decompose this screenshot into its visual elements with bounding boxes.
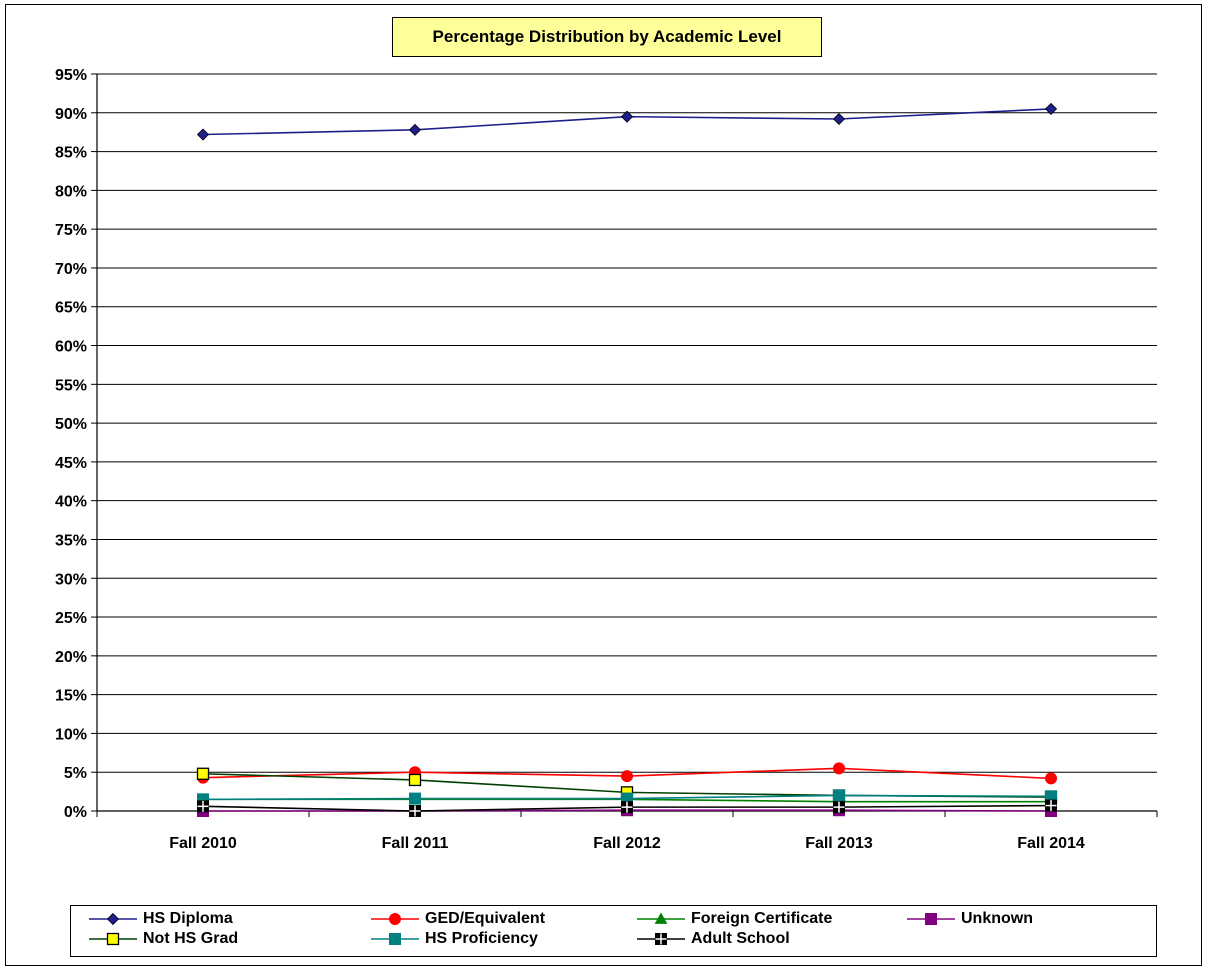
legend-entry: Unknown: [907, 910, 1033, 928]
legend-entry: Not HS Grad: [89, 930, 238, 948]
y-tick-label: 45%: [55, 455, 87, 472]
x-tick-label: Fall 2012: [593, 835, 661, 852]
series-adult-school: [197, 799, 1057, 817]
legend-marker: [106, 932, 120, 946]
series-hs-diploma: [196, 102, 1058, 141]
legend-marker: [106, 912, 120, 926]
y-tick-label: 15%: [55, 688, 87, 705]
y-tick-label: 85%: [55, 145, 87, 162]
y-tick-label: 80%: [55, 183, 87, 200]
series-ged-equivalent: [197, 762, 1057, 785]
chart-title: Percentage Distribution by Academic Leve…: [392, 17, 822, 57]
data-point: [409, 792, 421, 805]
y-tick-label: 35%: [55, 532, 87, 549]
y-tick-label: 10%: [55, 726, 87, 743]
legend-label: Not HS Grad: [143, 930, 239, 947]
y-tick-label: 30%: [55, 571, 87, 588]
legend-entry: HS Proficiency: [371, 930, 538, 948]
legend-label: GED/Equivalent: [425, 910, 546, 927]
chart-legend: HS Diploma GED/Equivalent Foreign Certific…: [70, 905, 1157, 957]
x-tick-label: Fall 2013: [805, 835, 873, 852]
legend-label: Adult School: [691, 930, 790, 947]
legend-entry: GED/Equivalent: [371, 910, 545, 928]
legend-swatch: [907, 913, 955, 925]
data-point: [620, 110, 634, 123]
legend-entry: Foreign Certificate: [637, 910, 832, 928]
legend-label: HS Proficiency: [425, 930, 538, 947]
legend-label: Foreign Certificate: [691, 910, 833, 927]
legend-label: Unknown: [961, 910, 1033, 927]
data-point: [833, 789, 845, 802]
data-point: [832, 112, 846, 126]
legend-label: HS Diploma: [143, 910, 233, 927]
data-point: [408, 123, 422, 136]
data-point: [1044, 102, 1058, 115]
y-tick-label: 70%: [55, 261, 87, 278]
y-tick-label: 90%: [55, 106, 87, 123]
y-tick-label: 5%: [64, 765, 87, 782]
y-tick-label: 95%: [55, 67, 87, 84]
legend-swatch: [89, 912, 137, 926]
data-point: [1045, 772, 1057, 785]
legend-marker: [925, 913, 937, 925]
legend-swatch: [371, 933, 419, 945]
data-point: [408, 773, 422, 787]
legend-marker: [654, 912, 668, 924]
y-tick-label: 0%: [64, 804, 87, 821]
data-point: [196, 767, 210, 780]
series-hs-proficiency: [197, 789, 1057, 806]
y-tick-label: 55%: [55, 377, 87, 394]
y-tick-label: 65%: [55, 300, 87, 317]
legend-swatch: [371, 913, 419, 925]
y-tick-label: 75%: [55, 222, 87, 239]
legend-swatch: [637, 912, 685, 924]
legend-entry: HS Diploma: [89, 910, 233, 928]
data-point: [833, 762, 845, 775]
legend-swatch: [637, 933, 685, 945]
x-tick-label: Fall 2010: [169, 835, 237, 852]
x-tick-label: Fall 2014: [1017, 835, 1085, 852]
data-point: [621, 770, 633, 783]
legend-marker: [389, 933, 401, 945]
legend-marker: [389, 913, 401, 925]
y-tick-label: 20%: [55, 649, 87, 666]
y-tick-label: 25%: [55, 610, 87, 627]
y-tick-label: 50%: [55, 416, 87, 433]
legend-swatch: [89, 932, 137, 946]
y-tick-label: 40%: [55, 494, 87, 511]
x-tick-label: Fall 2011: [382, 835, 449, 852]
legend-entry: Adult School: [637, 930, 790, 948]
y-tick-label: 60%: [55, 339, 87, 356]
data-point: [196, 128, 210, 141]
